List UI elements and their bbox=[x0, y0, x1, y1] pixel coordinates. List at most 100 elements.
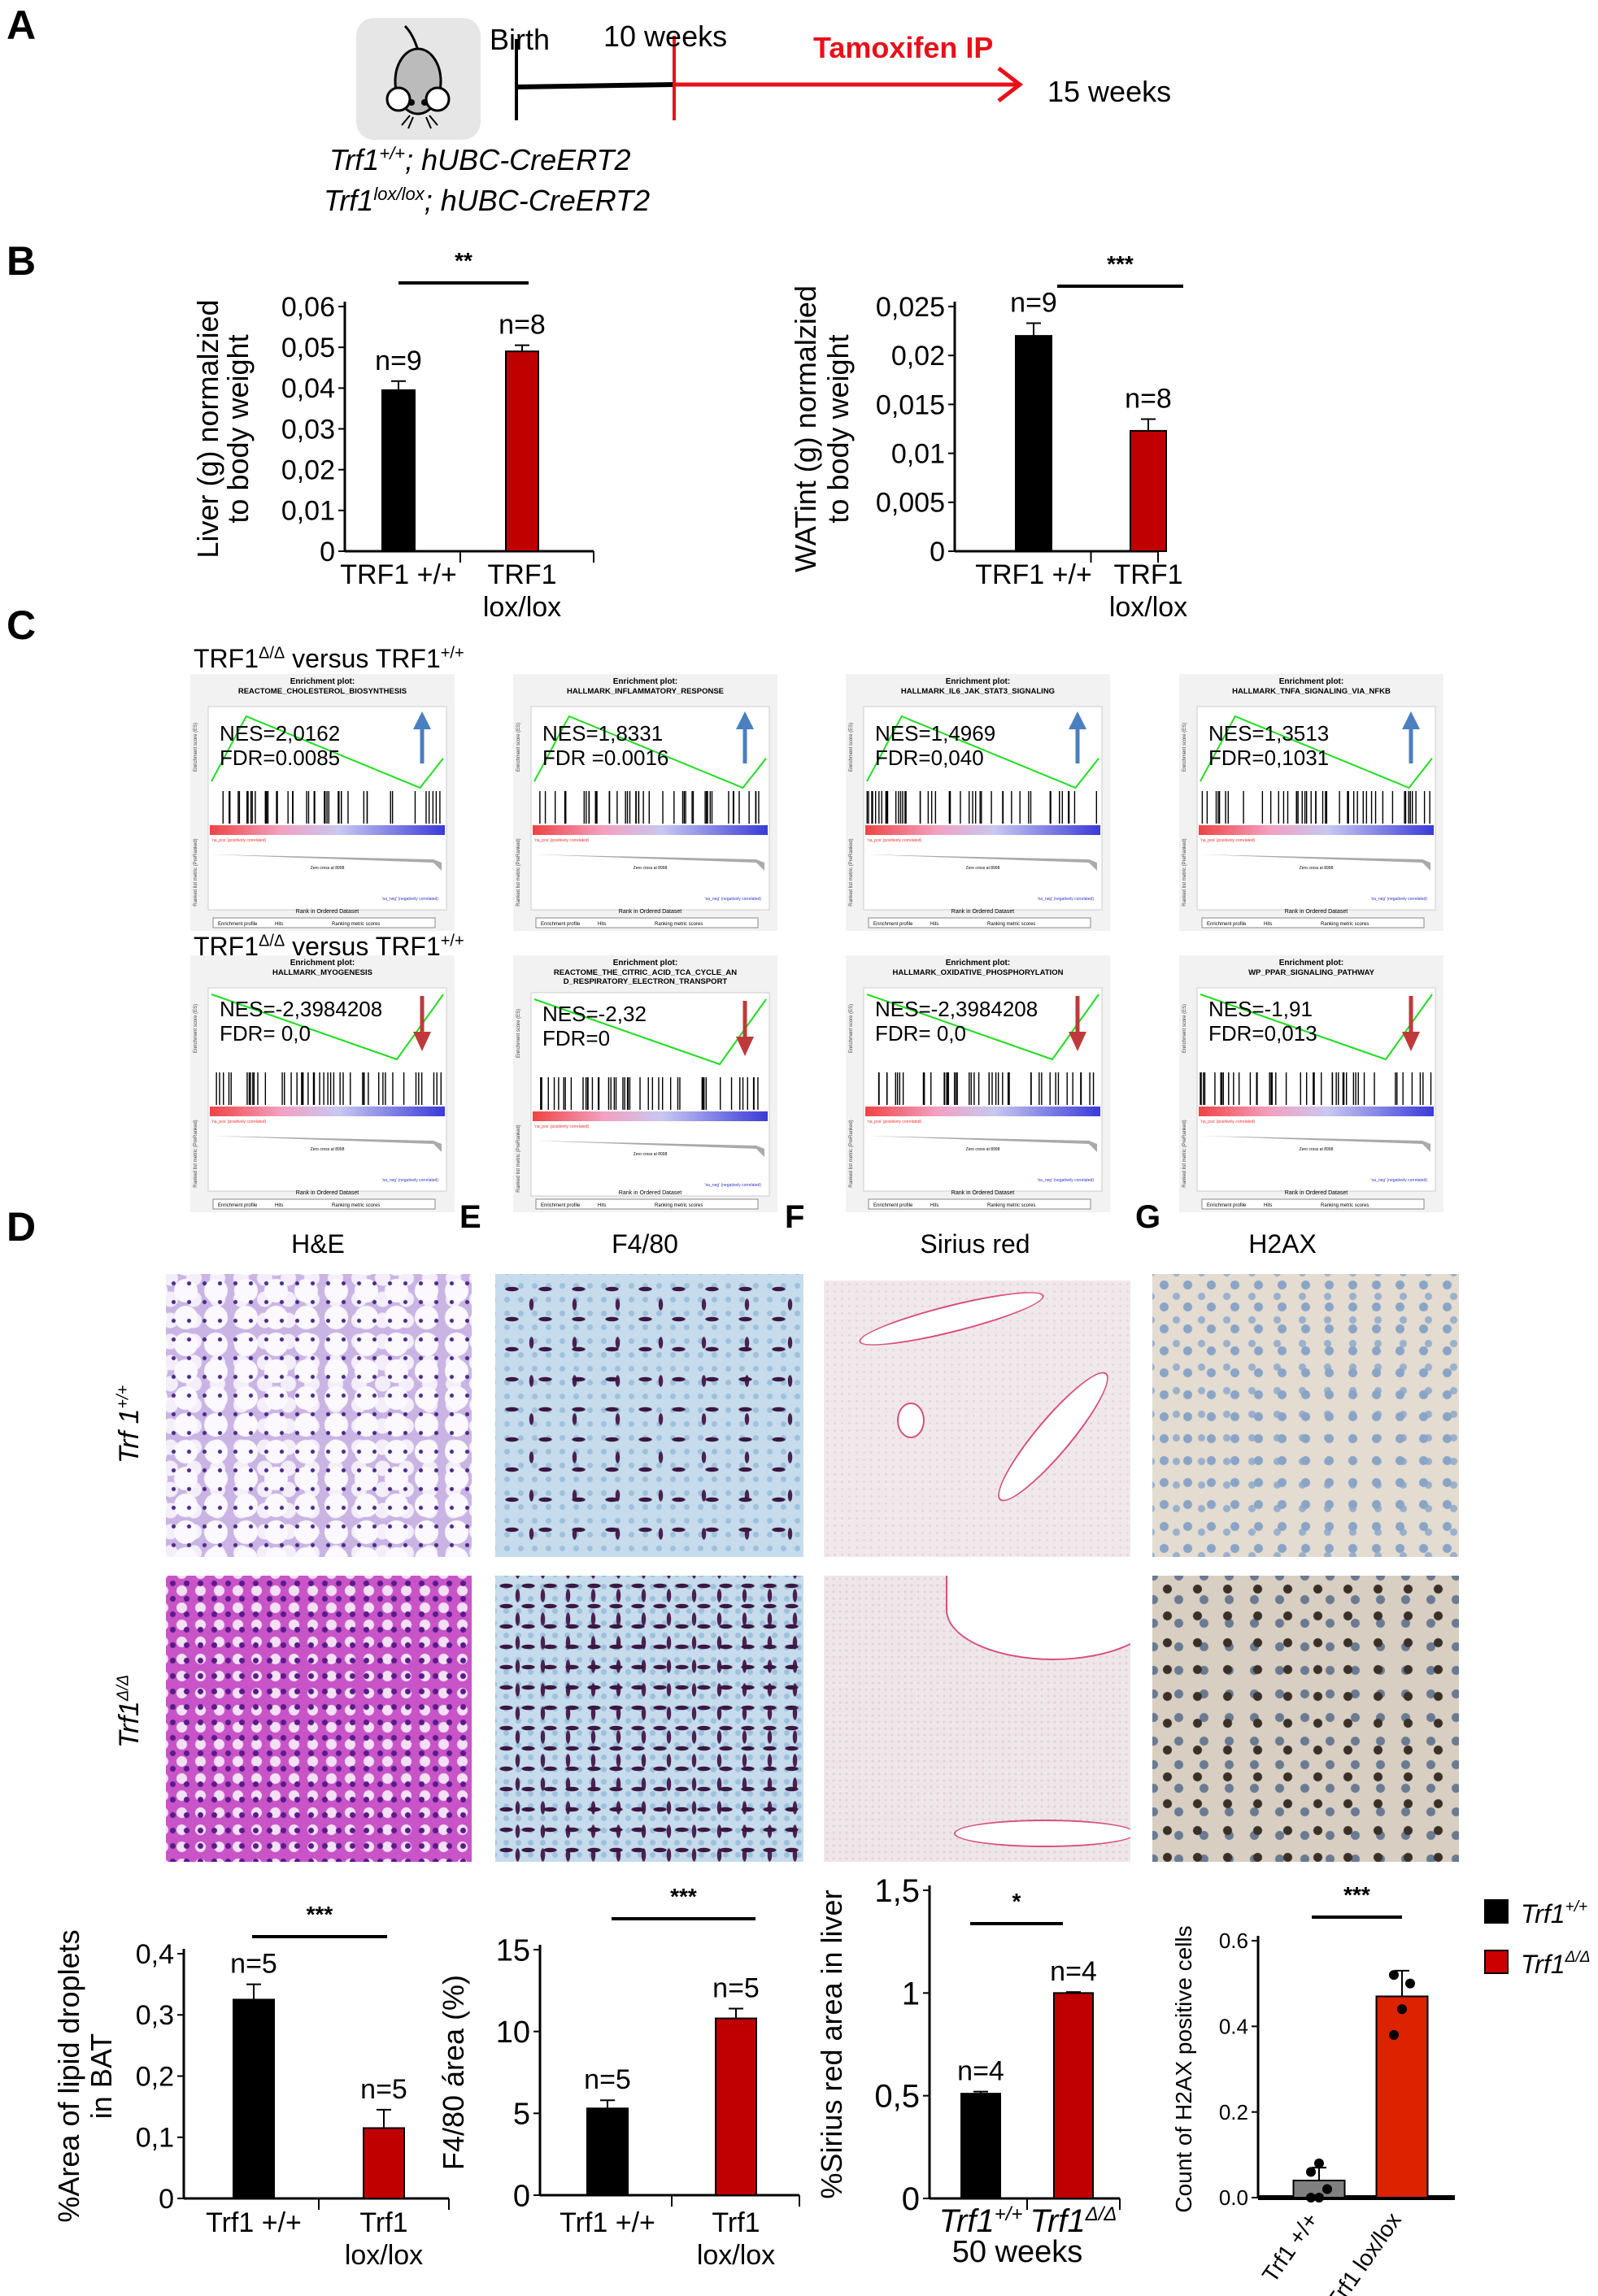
gsea-x-axis-label: Rank in Ordered Dataset bbox=[619, 909, 681, 915]
gsea-metric-axis-label: Ranked list metric (PreRanked) bbox=[516, 838, 521, 906]
gsea-x-axis-label: Rank in Ordered Dataset bbox=[951, 1190, 1014, 1196]
gsea-x-axis-label: Rank in Ordered Dataset bbox=[296, 1190, 359, 1196]
end-weeks-label: 15 weeks bbox=[1047, 75, 1172, 108]
negative-label: 'na_neg' (negatively correlated) bbox=[382, 897, 439, 902]
ranked-list-metric bbox=[1200, 1136, 1430, 1152]
enrichment-curve bbox=[211, 994, 444, 1061]
panel-label-a: A bbox=[7, 2, 37, 48]
gsea-gene-set-title: REACTOME_CHOLESTEROL_BIOSYNTHESIS bbox=[238, 687, 407, 696]
down-arrowhead-icon bbox=[736, 1037, 754, 1056]
ranked-metric-gradient bbox=[865, 825, 1100, 835]
positive-label: 'na_pos' (positively correlated) bbox=[534, 1124, 590, 1129]
gsea-legend-item: Hits bbox=[275, 1203, 283, 1208]
genotype-knockout: Trf1lox/lox; hUBC-CreERT2 bbox=[324, 184, 651, 217]
gsea-plot: Enrichment plot:REACTOME_CHOLESTEROL_BIO… bbox=[190, 674, 455, 931]
legend-swatch bbox=[1484, 1950, 1509, 1974]
timeline-diagram bbox=[515, 36, 1024, 120]
y-tick-label: 0 bbox=[159, 2184, 174, 2215]
gsea-plot-title-prefix: Enrichment plot: bbox=[613, 959, 677, 968]
gsea-gene-set-title: HALLMARK_OXIDATIVE_PHOSPHORYLATION bbox=[893, 968, 1064, 977]
gsea-legend bbox=[868, 917, 1091, 928]
ranked-list-metric bbox=[867, 854, 1097, 871]
gsea-metric-axis-label: Ranked list metric (PreRanked) bbox=[194, 838, 198, 906]
gsea-legend-item: Ranking metric scores bbox=[1321, 922, 1369, 927]
ranked-list-metric bbox=[211, 1136, 442, 1152]
bar-chart-lipid: 0 0,1 0,2 0,3 0,4 %Area of lipid droplets in B… bbox=[52, 1902, 450, 2271]
bar-chart-f480: 0 5 10 15 F4/80 área (%) n=5 Trf1 +/+ n=5 Trf1lo… bbox=[437, 1884, 800, 2271]
birth-label: Birth bbox=[490, 23, 551, 56]
up-arrowhead-icon bbox=[1402, 711, 1420, 729]
ranked-metric-gradient bbox=[533, 1111, 768, 1121]
nes-value: NES=1,8331 bbox=[542, 721, 663, 746]
y-tick-label: 0,025 bbox=[876, 292, 945, 323]
stain-label-h2ax: H2AX bbox=[1248, 1229, 1317, 1259]
data-point bbox=[1405, 1978, 1415, 1989]
category-label: Trf1 bbox=[712, 2207, 760, 2238]
positive-label: 'na_pos' (positively correlated) bbox=[867, 838, 922, 843]
fdr-value: FDR=0,013 bbox=[1208, 1021, 1317, 1046]
category-label: Trf1 lox/lox bbox=[1322, 2208, 1406, 2296]
gsea-legend bbox=[535, 917, 759, 928]
n-label: n=8 bbox=[499, 310, 546, 341]
enrichment-curve bbox=[211, 715, 444, 789]
category-label: TRF1 bbox=[1114, 559, 1183, 590]
y-tick-label: 0,2 bbox=[136, 2061, 174, 2092]
gsea-legend-item: Hits bbox=[930, 1203, 938, 1208]
significance-stars: *** bbox=[670, 1884, 697, 1909]
y-tick-label: 0,06 bbox=[281, 292, 335, 323]
enrichment-curve bbox=[866, 994, 1099, 1061]
y-tick-label: 0.2 bbox=[1219, 2100, 1248, 2124]
histology-he-knockout bbox=[166, 1576, 472, 1862]
positive-label: 'na_pos' (positively correlated) bbox=[1200, 838, 1256, 843]
gsea-legend bbox=[1201, 917, 1425, 928]
up-arrowhead-icon bbox=[736, 711, 754, 729]
y-tick-label: 10 bbox=[496, 2016, 530, 2050]
gsea-gene-set-title: HALLMARK_TNFA_SIGNALING_VIA_NFKB bbox=[1232, 687, 1391, 696]
histology-f480-control bbox=[495, 1274, 803, 1557]
y-tick-label: 0 bbox=[513, 2179, 530, 2213]
gsea-legend-item: Ranking metric scores bbox=[987, 1203, 1035, 1208]
gsea-gene-set-title: REACTOME_THE_CITRIC_ACID_TCA_CYCLE_AN bbox=[554, 968, 737, 977]
gsea-legend-item: Enrichment profile bbox=[218, 1203, 258, 1208]
positive-label: 'na_pos' (positively correlated) bbox=[534, 838, 590, 843]
gsea-legend-item: Enrichment profile bbox=[1207, 1203, 1247, 1208]
bar bbox=[1375, 1995, 1429, 2198]
gsea-legend-item: Enrichment profile bbox=[218, 922, 258, 927]
data-point bbox=[1306, 2167, 1316, 2177]
gsea-metric-axis-label: Ranked list metric (PreRanked) bbox=[516, 1124, 521, 1192]
panel-label-f: F bbox=[785, 1199, 805, 1235]
bar-chart-watint: 0 0,005 0,01 0,015 0,02 0,025 WATint (g) norma… bbox=[789, 251, 1187, 623]
down-arrowhead-icon bbox=[413, 1032, 431, 1051]
nes-value: NES=2,0162 bbox=[220, 721, 340, 746]
gsea-plot-title-prefix: Enrichment plot: bbox=[946, 677, 1010, 686]
gsea-plot-title-prefix: Enrichment plot: bbox=[1279, 677, 1343, 686]
category-label: Trf1+/+ bbox=[939, 2203, 1023, 2239]
bar bbox=[960, 2093, 1001, 2199]
enrichment-curve bbox=[533, 715, 767, 789]
y-tick-label: 1,5 bbox=[874, 1873, 920, 1909]
stain-label-f480: F4/80 bbox=[612, 1229, 678, 1259]
fdr-value: FDR=0.0085 bbox=[220, 746, 340, 770]
category-label: Trf1Δ/Δ bbox=[1030, 2203, 1117, 2239]
gsea-x-axis-label: Rank in Ordered Dataset bbox=[296, 909, 359, 915]
y-axis-label: to body weight bbox=[821, 334, 855, 523]
y-tick-label: 0.0 bbox=[1219, 2185, 1248, 2210]
ranked-metric-gradient bbox=[1199, 1107, 1434, 1116]
zero-cross-label: Zero cross at 8998 bbox=[634, 866, 668, 871]
gsea-legend bbox=[212, 917, 436, 928]
gsea-plot-area bbox=[530, 706, 770, 911]
gsea-legend-item: Enrichment profile bbox=[541, 1203, 581, 1208]
nes-value: NES=-1,91 bbox=[1208, 997, 1313, 1021]
y-tick-label: 0,05 bbox=[281, 333, 335, 363]
mouse-icon bbox=[356, 18, 481, 140]
y-tick-label: 5 bbox=[513, 2098, 530, 2132]
y-tick-label: 0.4 bbox=[1219, 2014, 1248, 2038]
y-tick-label: 0,01 bbox=[891, 439, 945, 470]
panel-label-b: B bbox=[7, 238, 37, 284]
significance-stars: ** bbox=[455, 248, 472, 273]
bar-chart-liver: 0 0,01 0,02 0,03 0,04 0,05 0,06 Liver (g) norma… bbox=[191, 248, 594, 623]
negative-label: 'na_neg' (negatively correlated) bbox=[1371, 1178, 1428, 1183]
y-axis-label: in BAT bbox=[85, 2033, 118, 2119]
category-label: Trf1 +/+ bbox=[206, 2207, 302, 2238]
